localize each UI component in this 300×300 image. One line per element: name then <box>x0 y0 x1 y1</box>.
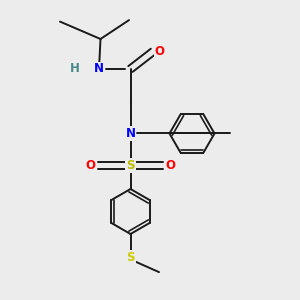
Text: N: N <box>94 62 104 76</box>
Text: O: O <box>85 159 95 172</box>
Text: H: H <box>70 62 79 76</box>
Text: S: S <box>126 251 135 264</box>
Text: S: S <box>126 159 135 172</box>
Text: O: O <box>166 159 176 172</box>
Text: N: N <box>125 127 136 140</box>
Text: O: O <box>154 45 165 58</box>
